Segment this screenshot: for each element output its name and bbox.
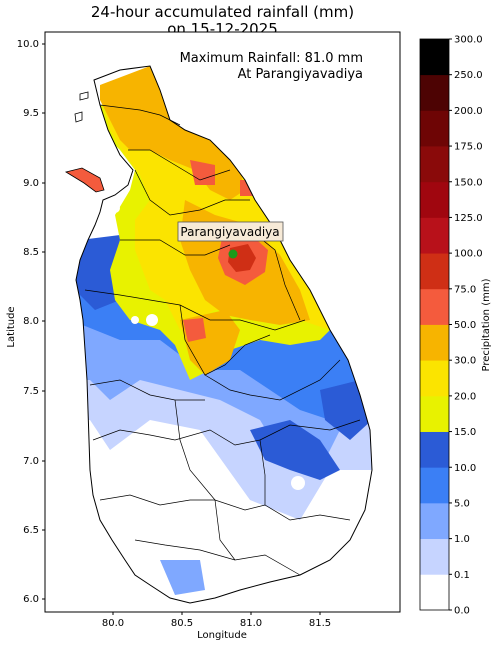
- small-island: [74, 111, 83, 123]
- colorbar-tick-label: 200.0: [454, 106, 483, 117]
- max-rainfall-text: Maximum Rainfall: 81.0 mm: [180, 51, 363, 66]
- colorbar-tick-label: 15.0: [454, 427, 476, 438]
- colorbar-tick-label: 20.0: [454, 391, 476, 402]
- y-tick-label: 8.5: [23, 247, 39, 258]
- x-tick-label: 81.0: [240, 618, 262, 629]
- station-label-box: [177, 221, 284, 242]
- colorbar-segment: [420, 324, 449, 361]
- y-tick-label: 9.0: [23, 178, 39, 189]
- colorbar-segment: [420, 467, 449, 504]
- colorbar-segment: [420, 181, 449, 218]
- island-outline: [75, 65, 373, 604]
- colorbar-tick-label: 300.0: [454, 35, 483, 46]
- colorbar-tick-label: 0.0: [454, 606, 470, 617]
- colorbar-segment: [420, 74, 449, 111]
- colorbar-segment: [420, 395, 449, 432]
- rainfall-field: [76, 66, 372, 603]
- colorbar: 0.0 0.1 1.0 5.0 10.0 15.0 20.0 30.0 50.0 75.0 100.…: [419, 35, 483, 617]
- colorbar-tick-label: 250.0: [454, 70, 483, 81]
- y-tick-label: 7.0: [23, 456, 39, 467]
- y-tick-label: 10.0: [17, 39, 39, 50]
- colorbar-label: Precipitation (mm): [481, 278, 492, 371]
- colorbar-tick-label: 175.0: [454, 142, 483, 153]
- colorbar-tick-label: 10.0: [454, 463, 476, 474]
- x-tick-label: 80.0: [102, 618, 124, 629]
- colorbar-tick-label: 5.0: [454, 498, 470, 509]
- y-axis-label: Latitude: [6, 306, 17, 347]
- x-axis-label: Longitude: [197, 630, 247, 641]
- colorbar-segment: [420, 288, 449, 325]
- colorbar-segment: [420, 253, 449, 290]
- small-island: [79, 91, 89, 101]
- x-axis: 80.0 80.5 81.0 81.5: [102, 612, 331, 629]
- colorbar-tick-label: 100.0: [454, 249, 483, 260]
- mannar-island: [64, 167, 105, 193]
- station-label: Parangiyavadiya: [180, 225, 279, 239]
- colorbar-segment: [420, 538, 449, 575]
- colorbar-segment: [420, 217, 449, 254]
- colorbar-segment: [420, 574, 449, 611]
- max-location-text: At Parangiyavadiya: [238, 67, 363, 82]
- colorbar-segment: [420, 502, 449, 540]
- district-boundaries: [84, 104, 361, 576]
- y-tick-label: 6.0: [23, 594, 39, 605]
- colorbar-tick-label: 1.0: [454, 534, 470, 545]
- max-station-marker: [228, 249, 238, 259]
- title-line-1: 24-hour accumulated rainfall (mm): [90, 3, 355, 21]
- y-tick-label: 7.5: [23, 386, 39, 397]
- colorbar-segment: [420, 39, 449, 76]
- y-tick-label: 6.5: [23, 525, 39, 536]
- y-tick-label: 8.0: [23, 316, 39, 327]
- colorbar-segment: [420, 360, 449, 397]
- colorbar-tick-label: 75.0: [454, 284, 476, 295]
- colorbar-segment: [420, 110, 449, 147]
- x-tick-label: 81.5: [309, 618, 331, 629]
- y-tick-label: 9.5: [23, 108, 39, 119]
- colorbar-tick-label: 30.0: [454, 356, 476, 367]
- colorbar-tick-label: 0.1: [454, 570, 470, 581]
- colorbar-tick-label: 50.0: [454, 320, 476, 331]
- x-tick-label: 80.5: [171, 618, 193, 629]
- colorbar-segment: [420, 146, 449, 183]
- y-axis: 10.0 9.5 9.0 8.5 8.0 7.5 7.0 6.5 6.0: [17, 39, 45, 605]
- colorbar-segment: [420, 431, 449, 468]
- colorbar-tick-label: 150.0: [454, 177, 483, 188]
- colorbar-tick-label: 125.0: [454, 213, 483, 224]
